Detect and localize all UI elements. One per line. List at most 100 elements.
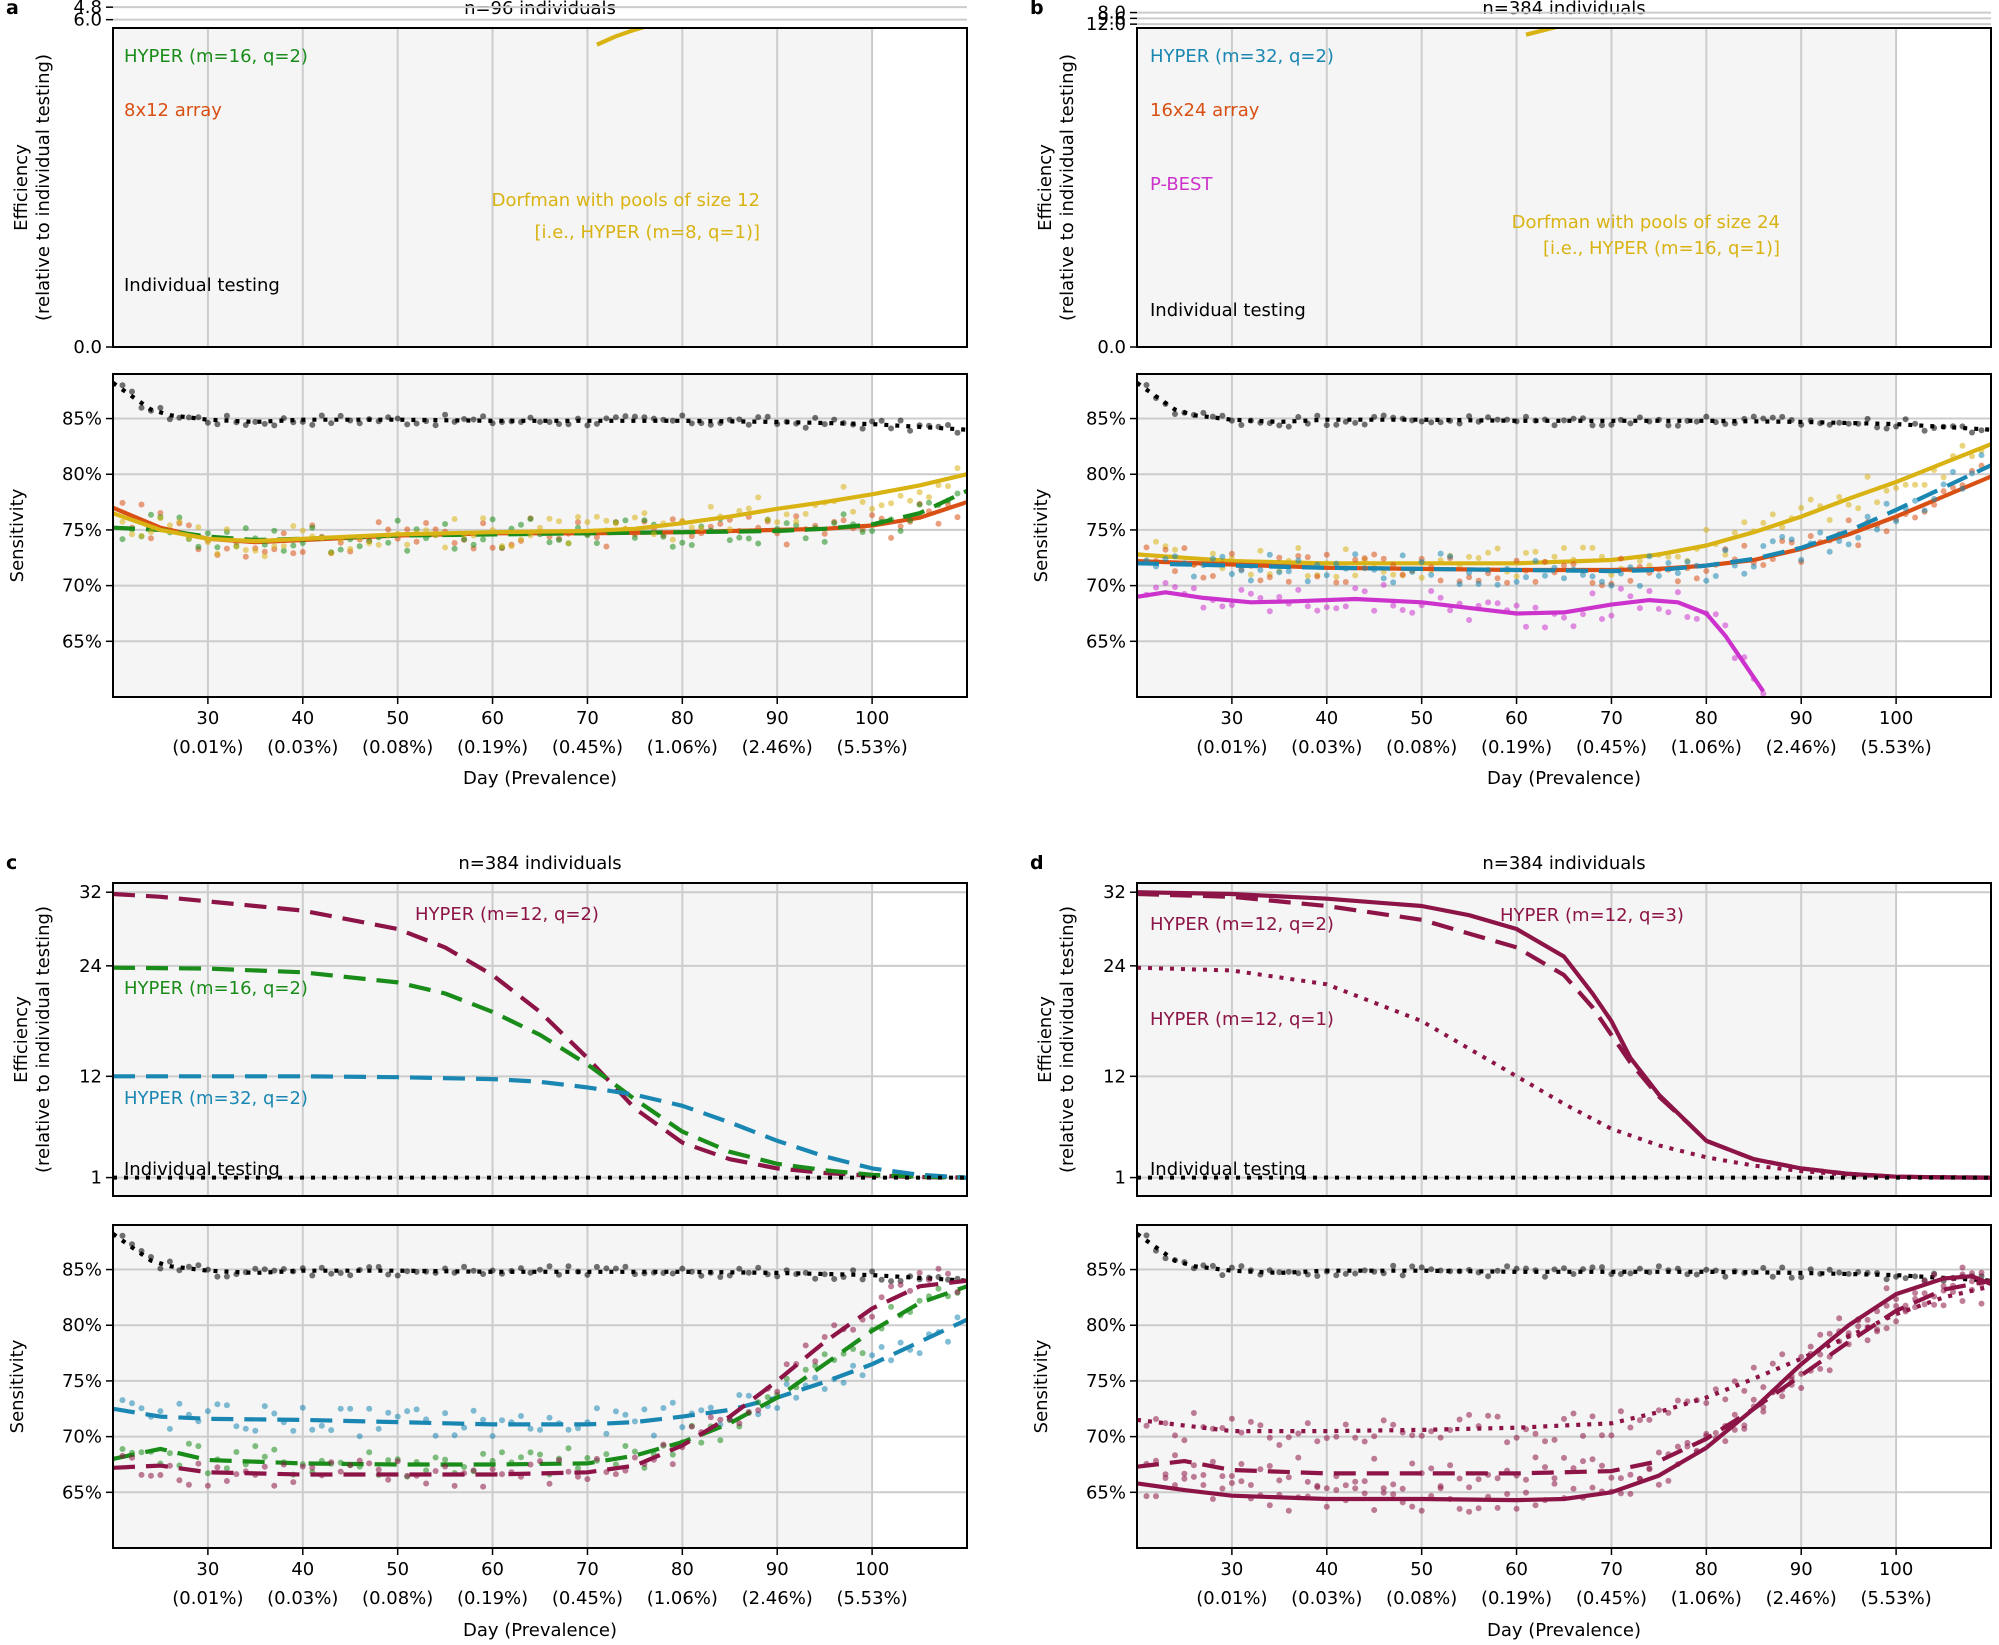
data-point bbox=[878, 1276, 885, 1283]
y-axis-label: (relative to individual testing) bbox=[33, 906, 54, 1173]
data-point bbox=[1883, 500, 1890, 507]
panel-letter: a bbox=[6, 0, 19, 19]
data-point bbox=[1447, 607, 1454, 614]
data-point bbox=[1523, 1476, 1529, 1483]
data-point bbox=[1513, 602, 1520, 609]
data-point bbox=[204, 1482, 211, 1489]
data-point bbox=[916, 1297, 923, 1304]
data-point bbox=[1665, 609, 1672, 616]
data-point bbox=[1532, 1454, 1539, 1461]
data-point bbox=[612, 1408, 619, 1415]
data-point bbox=[518, 521, 524, 528]
data-point bbox=[328, 1427, 335, 1434]
data-point bbox=[1845, 1330, 1852, 1337]
data-point bbox=[119, 1446, 126, 1452]
scatter-points bbox=[1143, 1278, 1985, 1448]
data-point bbox=[1238, 1478, 1245, 1485]
data-point bbox=[166, 1425, 173, 1432]
data-point bbox=[1855, 1323, 1862, 1330]
sensitivity-subplot: 65% 70% 75% 80% 85% Sensitivity 30 (0.01%) 40 (0.… bbox=[1031, 373, 1992, 789]
data-point bbox=[1798, 556, 1805, 563]
y-tick-label: 65% bbox=[62, 1482, 102, 1503]
data-point bbox=[1285, 1268, 1292, 1275]
data-point bbox=[1608, 582, 1615, 589]
data-point bbox=[802, 535, 809, 542]
data-point bbox=[451, 1432, 458, 1439]
data-point bbox=[271, 543, 278, 550]
data-point bbox=[546, 539, 553, 546]
data-point bbox=[1817, 529, 1824, 536]
data-point bbox=[166, 522, 173, 529]
data-point bbox=[518, 1265, 524, 1272]
data-point bbox=[271, 422, 278, 429]
data-point bbox=[869, 1352, 876, 1359]
x-tick-label: 80 bbox=[671, 1559, 694, 1580]
data-point bbox=[309, 421, 316, 428]
data-point bbox=[622, 1443, 629, 1449]
data-point bbox=[650, 531, 657, 538]
data-point bbox=[1798, 504, 1805, 511]
data-point bbox=[1172, 568, 1178, 575]
x-axis-label: Day (Prevalence) bbox=[1487, 1620, 1641, 1641]
y-tick-label: 12.0 bbox=[1086, 14, 1126, 35]
data-point bbox=[1627, 1270, 1634, 1277]
data-point bbox=[261, 1403, 268, 1410]
data-point bbox=[1361, 1267, 1368, 1274]
x-tick-label: 70 bbox=[576, 1559, 599, 1580]
data-point bbox=[280, 543, 287, 550]
y-tick-label: 80% bbox=[62, 1315, 102, 1336]
data-point bbox=[1542, 558, 1548, 565]
data-point bbox=[1978, 427, 1985, 434]
data-point bbox=[612, 1471, 619, 1478]
data-point bbox=[1608, 1432, 1615, 1439]
data-point bbox=[1836, 538, 1843, 544]
data-point bbox=[148, 511, 154, 518]
data-point bbox=[698, 1272, 705, 1279]
data-point bbox=[1181, 545, 1188, 552]
data-point bbox=[1769, 414, 1776, 421]
data-point bbox=[148, 1472, 154, 1479]
data-point bbox=[537, 1451, 543, 1458]
data-point bbox=[1380, 575, 1387, 582]
data-point bbox=[1228, 550, 1235, 557]
data-point bbox=[366, 540, 373, 547]
series-label: HYPER (m=32, q=2) bbox=[124, 1088, 308, 1109]
data-point bbox=[1219, 1473, 1226, 1480]
data-point bbox=[1219, 412, 1226, 419]
data-point bbox=[1409, 1460, 1416, 1467]
x-axis-label: Day (Prevalence) bbox=[463, 768, 617, 789]
x-tick-prevalence: (0.08%) bbox=[1386, 1588, 1457, 1609]
data-point bbox=[1674, 553, 1681, 560]
data-point bbox=[157, 404, 164, 411]
data-point bbox=[850, 1326, 857, 1333]
data-point bbox=[1665, 1477, 1672, 1484]
data-point bbox=[1617, 585, 1624, 592]
data-point bbox=[1190, 1462, 1197, 1469]
data-point bbox=[1352, 1434, 1359, 1441]
data-point bbox=[328, 1459, 335, 1466]
data-point bbox=[1779, 524, 1786, 531]
series-label: Individual testing bbox=[124, 1159, 280, 1180]
data-point bbox=[802, 510, 809, 517]
data-point bbox=[1333, 560, 1340, 567]
data-point bbox=[850, 508, 857, 515]
data-point bbox=[603, 543, 610, 550]
y-tick-label: 12 bbox=[79, 1066, 102, 1087]
data-point bbox=[593, 540, 600, 547]
y-tick-label: 4.8 bbox=[73, 0, 102, 18]
sensitivity-series-3 bbox=[1137, 463, 1991, 574]
data-point bbox=[489, 1466, 496, 1473]
data-point bbox=[1314, 1482, 1321, 1489]
data-point bbox=[347, 1405, 354, 1412]
data-point bbox=[1931, 496, 1938, 502]
data-point bbox=[1172, 546, 1178, 553]
data-point bbox=[1684, 1443, 1691, 1450]
data-point bbox=[679, 412, 686, 419]
data-point bbox=[707, 1404, 714, 1411]
data-point bbox=[138, 1449, 145, 1456]
data-point bbox=[1674, 422, 1681, 429]
data-point bbox=[1428, 1428, 1435, 1435]
data-point bbox=[537, 418, 543, 425]
data-point bbox=[1485, 414, 1492, 421]
data-point bbox=[214, 1273, 221, 1280]
